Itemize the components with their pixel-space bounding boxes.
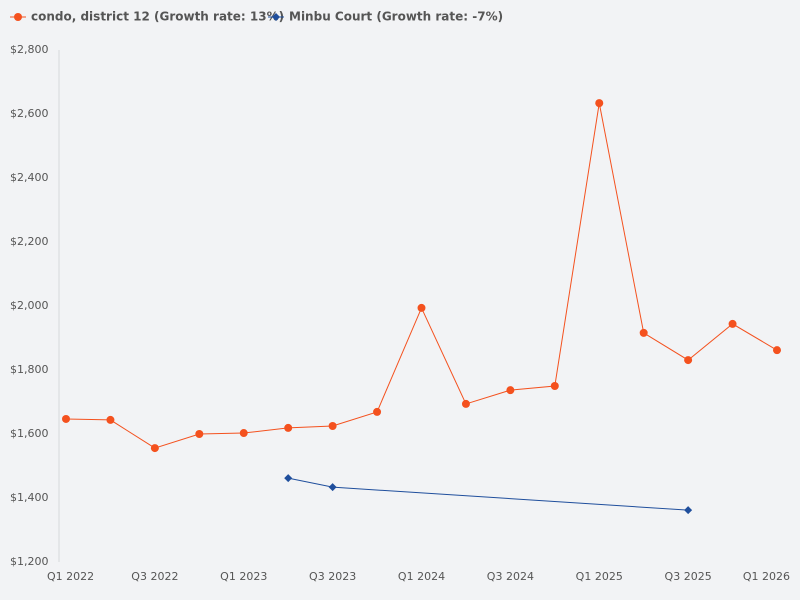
marker bbox=[461, 399, 470, 408]
y-tick-label: $1,800 bbox=[10, 363, 49, 376]
x-tick-label: Q1 2024 bbox=[398, 570, 445, 583]
marker bbox=[773, 346, 781, 355]
marker bbox=[328, 422, 337, 430]
x-tick-label: Q3 2022 bbox=[131, 570, 178, 583]
marker bbox=[373, 407, 382, 416]
legend-label: Minbu Court (Growth rate: -7%) bbox=[289, 10, 503, 24]
x-tick-label: Q3 2025 bbox=[665, 570, 712, 583]
y-tick-label: $2,800 bbox=[10, 43, 49, 56]
marker bbox=[239, 429, 248, 438]
marker bbox=[328, 483, 337, 492]
marker bbox=[684, 356, 693, 365]
marker bbox=[106, 415, 115, 424]
marker bbox=[62, 414, 70, 423]
x-tick-label: Q1 2023 bbox=[220, 570, 267, 583]
x-tick-label: Q3 2024 bbox=[487, 570, 534, 583]
x-tick-label: Q3 2023 bbox=[309, 570, 356, 583]
y-tick-label: $2,000 bbox=[10, 299, 49, 312]
marker bbox=[506, 386, 515, 395]
y-tick-label: $2,600 bbox=[10, 107, 49, 120]
x-tick-label: Q1 2025 bbox=[576, 570, 623, 583]
y-tick-label: $1,600 bbox=[10, 427, 49, 440]
series-line bbox=[288, 477, 689, 511]
marker bbox=[728, 319, 737, 328]
marker bbox=[550, 382, 559, 390]
y-tick-label: $2,200 bbox=[10, 235, 49, 248]
x-tick-label: Q1 2022 bbox=[47, 570, 94, 583]
legend-marker bbox=[272, 13, 280, 21]
y-tick-label: $1,400 bbox=[10, 491, 49, 504]
marker bbox=[595, 99, 604, 108]
legend-marker bbox=[14, 13, 22, 21]
marker bbox=[284, 423, 293, 432]
legend-label: condo, district 12 (Growth rate: 13%) bbox=[31, 10, 284, 24]
marker bbox=[284, 474, 293, 483]
y-tick-label: $2,400 bbox=[10, 171, 49, 184]
series-line bbox=[65, 103, 778, 449]
y-tick-label: $1,200 bbox=[10, 555, 49, 568]
marker bbox=[684, 506, 693, 515]
marker bbox=[639, 328, 648, 337]
marker bbox=[195, 430, 204, 438]
marker bbox=[150, 444, 159, 453]
marker bbox=[417, 303, 426, 312]
x-tick-label: Q1 2026 bbox=[743, 570, 790, 583]
